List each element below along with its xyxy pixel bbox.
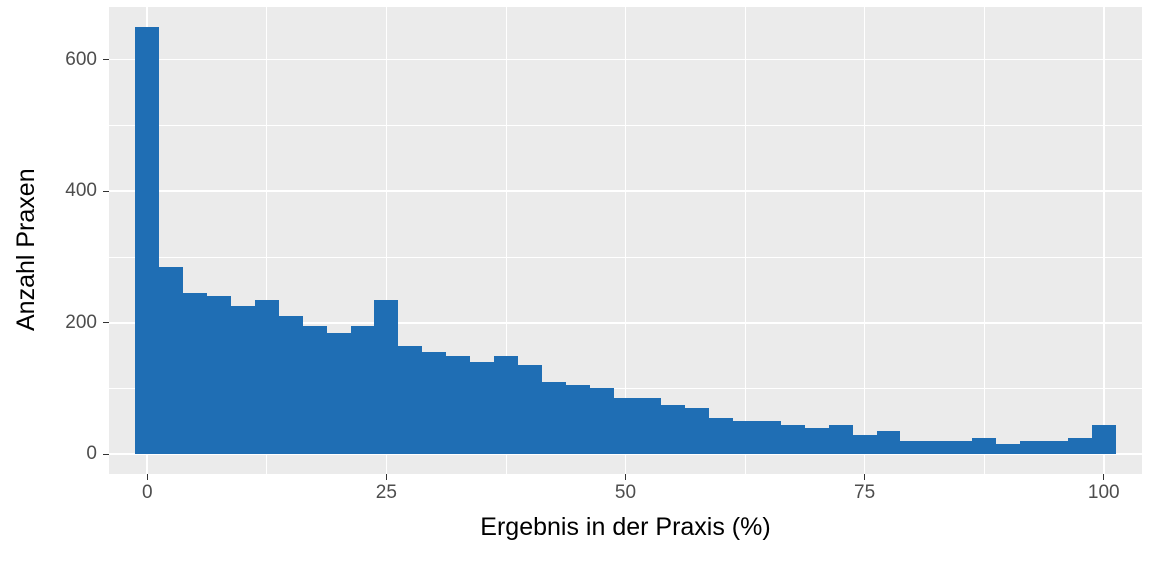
- histogram-bar: [518, 365, 542, 454]
- histogram-bar: [733, 421, 757, 454]
- histogram-bar: [996, 444, 1020, 454]
- y-tick-mark: [103, 322, 109, 323]
- plot-panel: [109, 7, 1142, 474]
- histogram-bar: [422, 352, 446, 454]
- histogram-bar: [542, 382, 566, 454]
- histogram-bar: [924, 441, 948, 454]
- histogram-bar: [566, 385, 590, 454]
- histogram-bar: [637, 398, 661, 454]
- grid-h-major: [109, 59, 1142, 61]
- histogram-bar: [494, 356, 518, 455]
- grid-v-minor: [984, 7, 985, 474]
- histogram-bar: [1044, 441, 1068, 454]
- histogram-bar: [446, 356, 470, 455]
- histogram-bar: [781, 425, 805, 455]
- x-tick-label: 0: [142, 482, 153, 504]
- histogram-bar: [853, 435, 877, 455]
- histogram-bar: [207, 296, 231, 454]
- x-tick-mark: [864, 474, 865, 480]
- histogram-bar: [614, 398, 638, 454]
- grid-h-major: [109, 190, 1142, 192]
- x-tick-mark: [386, 474, 387, 480]
- x-tick-mark: [625, 474, 626, 480]
- histogram-bar: [398, 346, 422, 455]
- x-axis-title: Ergebnis in der Praxis (%): [480, 513, 770, 542]
- histogram-bar: [709, 418, 733, 454]
- x-tick-mark: [1103, 474, 1104, 480]
- y-tick-label: 600: [65, 49, 97, 71]
- histogram-bar: [1068, 438, 1092, 454]
- histogram-bar: [327, 333, 351, 455]
- y-tick-label: 0: [86, 443, 97, 465]
- histogram-bar: [231, 306, 255, 454]
- histogram-bar: [183, 293, 207, 454]
- histogram-bar: [159, 267, 183, 454]
- y-tick-mark: [103, 454, 109, 455]
- histogram-bar: [685, 408, 709, 454]
- y-tick-mark: [103, 191, 109, 192]
- x-tick-label: 75: [854, 482, 875, 504]
- y-tick-label: 400: [65, 180, 97, 202]
- histogram-bar: [351, 326, 375, 454]
- histogram-bar: [829, 425, 853, 455]
- histogram-bar: [972, 438, 996, 454]
- histogram-bar: [303, 326, 327, 454]
- histogram-bar: [805, 428, 829, 454]
- histogram-bar: [374, 300, 398, 455]
- histogram-bar: [661, 405, 685, 454]
- y-tick-label: 200: [65, 312, 97, 334]
- histogram-bar: [590, 388, 614, 454]
- x-tick-label: 100: [1088, 482, 1120, 504]
- histogram-bar: [948, 441, 972, 454]
- x-tick-mark: [147, 474, 148, 480]
- histogram-bar: [470, 362, 494, 454]
- histogram-bar: [900, 441, 924, 454]
- histogram-bar: [279, 316, 303, 454]
- histogram-bar: [135, 27, 159, 455]
- x-tick-label: 25: [376, 482, 397, 504]
- x-tick-label: 50: [615, 482, 636, 504]
- histogram-bar: [877, 431, 901, 454]
- histogram-bar: [1020, 441, 1044, 454]
- grid-v-minor: [745, 7, 746, 474]
- histogram-bar: [1092, 425, 1116, 455]
- histogram-bar: [757, 421, 781, 454]
- grid-v-major: [1103, 7, 1105, 474]
- histogram-bar: [255, 300, 279, 455]
- grid-v-major: [864, 7, 866, 474]
- histogram-chart: Ergebnis in der Praxis (%) Anzahl Praxen…: [0, 0, 1152, 576]
- y-tick-mark: [103, 59, 109, 60]
- y-axis-title: Anzahl Praxen: [12, 168, 41, 331]
